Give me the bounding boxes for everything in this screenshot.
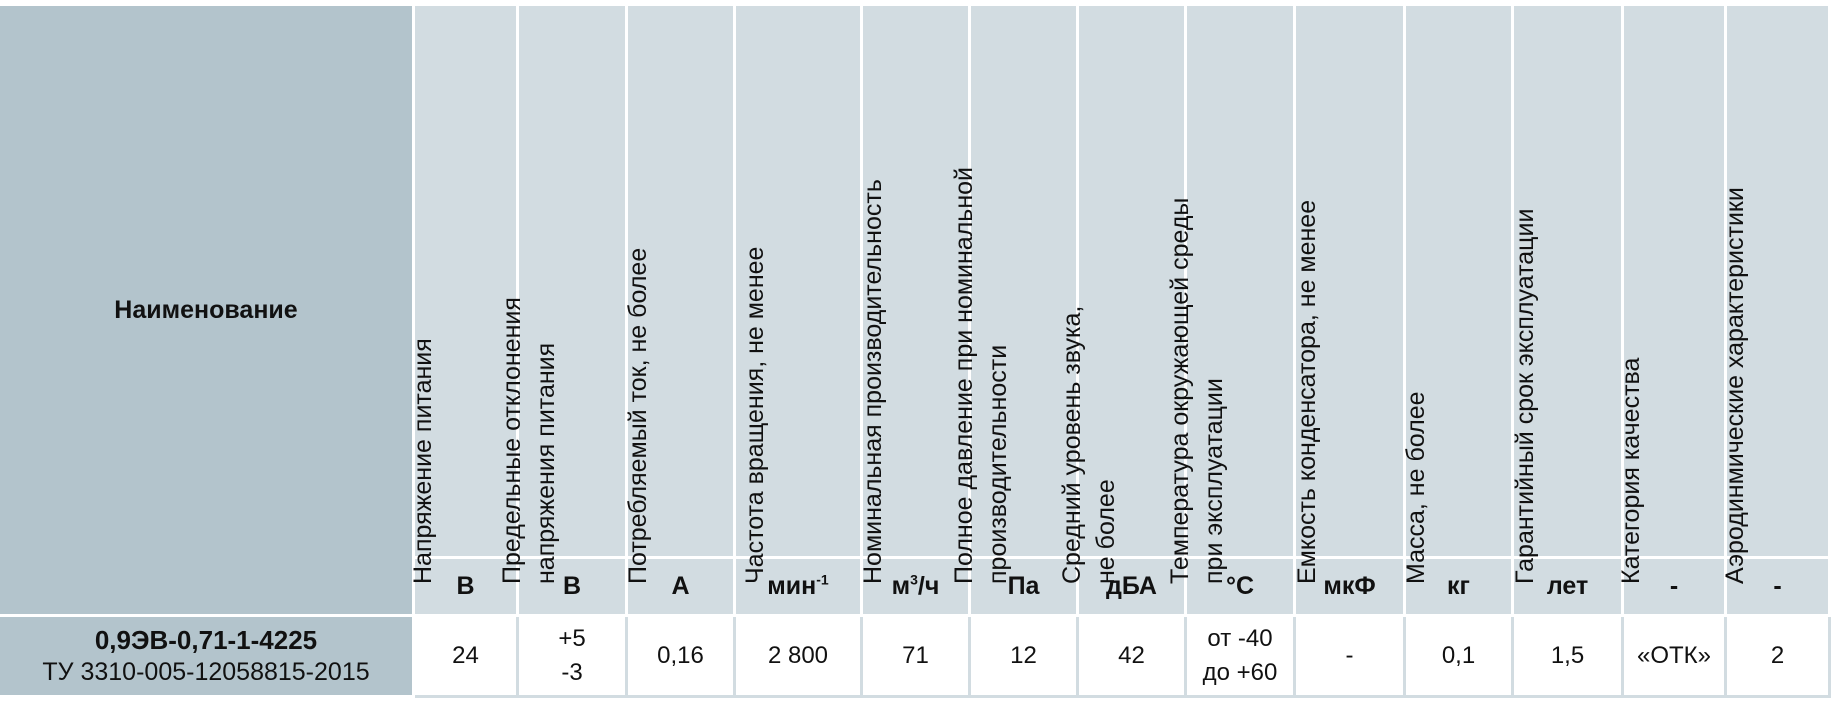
unit-text: м — [891, 572, 911, 600]
table-row: 0,9ЭВ-0,71-1-4225 ТУ 3310-005-12058815-2… — [0, 617, 1831, 698]
model-cell: 0,9ЭВ-0,71-1-4225 ТУ 3310-005-12058815-2… — [0, 617, 415, 698]
header-line: Аэродинмические характеристики — [1720, 187, 1749, 584]
units-row: В В А мин-1 м3/ч Па дБА °С мкФ кг лет - … — [0, 559, 1831, 617]
value-cell: +5 -3 — [519, 617, 628, 698]
header-label: Емкость конденсатора, не менее — [1264, 64, 1350, 584]
header-label: Температура окружающей среды при эксплуат… — [1154, 64, 1240, 584]
spec-table: Наименование Напряжение питания Предельн… — [0, 6, 1831, 698]
unit-cell: лет — [1514, 559, 1624, 617]
header-line: Емкость конденсатора, не менее — [1292, 199, 1321, 584]
unit-cell: В — [519, 559, 628, 617]
header-line: Частота вращения, не менее — [741, 246, 769, 584]
header-line: Температура окружающей среды — [1166, 197, 1194, 584]
unit-cell: Па — [971, 559, 1079, 617]
header-label: Напряжение питания — [380, 64, 466, 584]
header-line: при эксплуатации — [1200, 378, 1228, 584]
param-header-voltage-deviation: Предельные отклонения напряжения питания — [498, 6, 628, 584]
value-line: +5 — [558, 625, 586, 652]
header-line: производительности — [983, 344, 1012, 584]
unit-cell: А — [628, 559, 736, 617]
param-header-sound-level: Средний уровень звука, не более — [1058, 6, 1187, 584]
param-header-capacitor: Емкость конденсатора, не менее — [1293, 6, 1406, 584]
unit-cell: мкФ — [1296, 559, 1406, 617]
header-label: Частота вращения, не менее — [712, 64, 798, 584]
unit-cell: °С — [1187, 559, 1296, 617]
header-label: Гарантийный срок эксплуатации — [1482, 64, 1568, 584]
header-line: напряжения питания — [532, 342, 560, 584]
unit-cell: - — [1624, 559, 1727, 617]
unit-cell: В — [415, 559, 519, 617]
header-label: Номинальная производительность — [830, 64, 916, 584]
unit-cell: кг — [1406, 559, 1514, 617]
header-line: Категория качества — [1617, 357, 1645, 584]
param-header-current: Потребляемый ток, не более — [624, 6, 736, 584]
value-cell: 12 — [971, 617, 1079, 698]
unit-superscript: 3 — [910, 571, 918, 588]
param-header-aerodynamic: Аэродинмические характеристики — [1721, 6, 1831, 584]
header-line: не более — [1091, 479, 1120, 584]
name-header: Наименование — [0, 6, 415, 617]
unit-cell: - — [1727, 559, 1831, 617]
header-label: Масса, не более — [1373, 64, 1459, 584]
header-label: Предельные отклонения напряжения питания — [486, 64, 572, 584]
param-header-rotation-speed: Частота вращения, не менее — [736, 6, 863, 584]
unit-superscript: -1 — [816, 571, 829, 588]
header-label: Полное давление при номинальной производи… — [938, 64, 1024, 584]
value-cell: 42 — [1079, 617, 1187, 698]
value-line: от -40 — [1207, 625, 1273, 652]
value-cell: 0,1 — [1406, 617, 1514, 698]
param-header-temperature: Температура окружающей среды при эксплуат… — [1166, 6, 1296, 584]
header-line: Напряжение питания — [408, 338, 437, 584]
param-header-capacity: Номинальная производительность — [859, 6, 971, 584]
value-cell: 2 800 — [736, 617, 863, 698]
param-header-quality: Категория качества — [1617, 6, 1727, 584]
model-name: 0,9ЭВ-0,71-1-4225 — [94, 625, 318, 655]
value-line: до +60 — [1202, 659, 1278, 686]
spec-table-wrapper: Наименование Напряжение питания Предельн… — [0, 6, 1831, 698]
value-cell: 0,16 — [628, 617, 736, 698]
header-label: Средний уровень звука, не более — [1046, 64, 1132, 584]
value-cell: 1,5 — [1514, 617, 1624, 698]
value-cell: 2 — [1727, 617, 1831, 698]
model-spec-ref: ТУ 3310-005-12058815-2015 — [42, 658, 370, 686]
header-label: Категория качества — [1588, 64, 1674, 584]
header-line: Масса, не более — [1401, 391, 1430, 584]
header-row: Наименование Напряжение питания Предельн… — [0, 6, 1831, 617]
unit-suffix: /ч — [917, 572, 940, 600]
param-header-voltage: Напряжение питания — [409, 6, 519, 584]
header-line: Предельные отклонения — [498, 297, 526, 584]
unit-cell: дБА — [1079, 559, 1187, 617]
header-label: Потребляемый ток, не более — [595, 64, 681, 584]
param-header-warranty: Гарантийный срок эксплуатации — [1511, 6, 1624, 584]
header-line: Гарантийный срок эксплуатации — [1510, 208, 1539, 584]
header-line: Полное давление при номинальной — [949, 167, 978, 584]
param-header-mass: Масса, не более — [1402, 6, 1514, 584]
unit-text: мин — [767, 572, 817, 600]
unit-cell: мин-1 — [736, 559, 863, 617]
value-cell: «ОТК» — [1624, 617, 1727, 698]
header-line: Номинальная производительность — [858, 179, 887, 584]
param-header-pressure: Полное давление при номинальной производи… — [950, 6, 1079, 584]
value-cell: 71 — [863, 617, 971, 698]
value-cell: 24 — [415, 617, 519, 698]
value-cell: от -40 до +60 — [1187, 617, 1296, 698]
value-cell: - — [1296, 617, 1406, 698]
header-line: Средний уровень звука, — [1057, 305, 1086, 584]
unit-cell: м3/ч — [863, 559, 971, 617]
value-line: -3 — [561, 659, 583, 686]
header-line: Потребляемый ток, не более — [623, 247, 652, 584]
header-label: Аэродинмические характеристики — [1692, 64, 1778, 584]
